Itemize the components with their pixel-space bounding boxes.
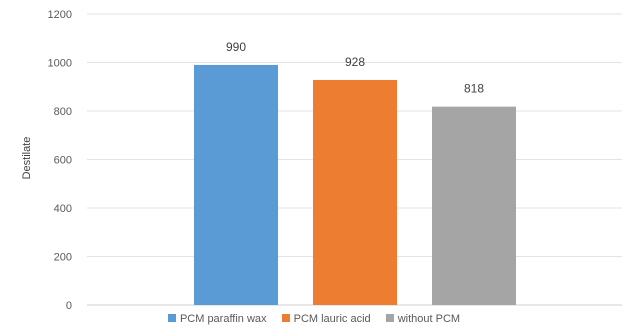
y-tick-label: 400 — [54, 203, 72, 215]
legend: PCM paraffin wax PCM lauric acid without… — [0, 313, 628, 325]
data-labels: 990 928 818 — [226, 40, 484, 96]
bar — [194, 64, 278, 305]
y-tick-label: 600 — [54, 155, 72, 167]
y-axis-label: Destilate — [21, 137, 33, 180]
legend-label: without PCM — [397, 313, 461, 325]
legend-item: PCM lauric acid — [281, 313, 371, 325]
legend-swatch-without — [385, 314, 394, 322]
legend-label: PCM lauric acid — [293, 313, 371, 325]
y-axis-ticks: 0 200 400 600 800 1000 1200 — [48, 9, 72, 312]
bars — [194, 64, 516, 306]
bar — [432, 106, 516, 305]
bar — [313, 79, 397, 306]
y-tick-label: 800 — [54, 106, 72, 118]
legend-swatch-lauric — [281, 314, 290, 322]
y-tick-label: 200 — [54, 252, 72, 264]
y-tick-label: 0 — [66, 300, 72, 312]
legend-item: without PCM — [385, 313, 461, 325]
data-label: 818 — [464, 82, 484, 96]
y-tick-label: 1200 — [48, 9, 72, 21]
data-label: 928 — [345, 55, 365, 69]
y-tick-label: 1000 — [48, 58, 72, 70]
legend-swatch-paraffin — [167, 314, 176, 322]
legend-item: PCM paraffin wax — [167, 313, 267, 325]
legend-label: PCM paraffin wax — [179, 313, 267, 325]
data-label: 990 — [226, 40, 246, 54]
bar-chart: 0 200 400 600 800 1000 1200 990 928 818 Destilat… — [21, 9, 622, 312]
